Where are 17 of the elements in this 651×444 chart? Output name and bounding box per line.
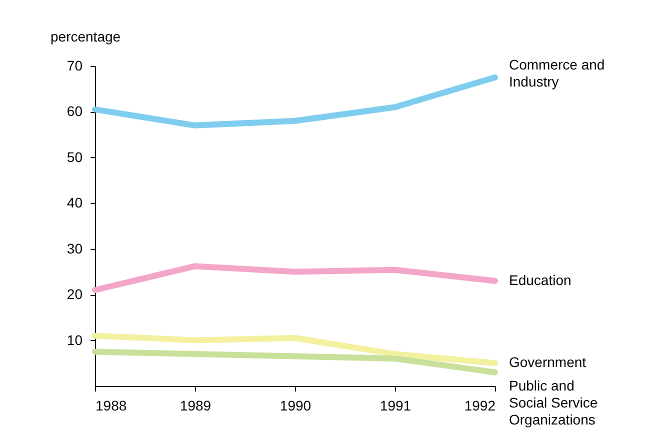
y-tick-label: 20 bbox=[66, 286, 83, 302]
y-tick-label: 50 bbox=[66, 148, 83, 165]
y-tick-label: 10 bbox=[66, 332, 83, 348]
y-tick-label: 60 bbox=[66, 103, 83, 120]
y-axis-title: percentage bbox=[50, 28, 121, 44]
y-tick-label: 70 bbox=[66, 58, 83, 74]
series-label: Public and Social Service Organizations bbox=[509, 377, 598, 428]
x-tick-label: 1991 bbox=[380, 398, 412, 414]
series-label: Government bbox=[509, 354, 586, 370]
y-tick-label: 40 bbox=[66, 194, 83, 211]
x-tick-label: 1989 bbox=[180, 398, 212, 414]
x-tick-label: 1990 bbox=[280, 398, 312, 414]
x-tick-label: 1988 bbox=[96, 398, 127, 414]
x-tick-label: 1992 bbox=[464, 398, 496, 414]
series-label: Education bbox=[509, 272, 572, 288]
series-label: Commerce and Industry bbox=[509, 56, 605, 90]
y-tick-label: 30 bbox=[66, 240, 83, 256]
